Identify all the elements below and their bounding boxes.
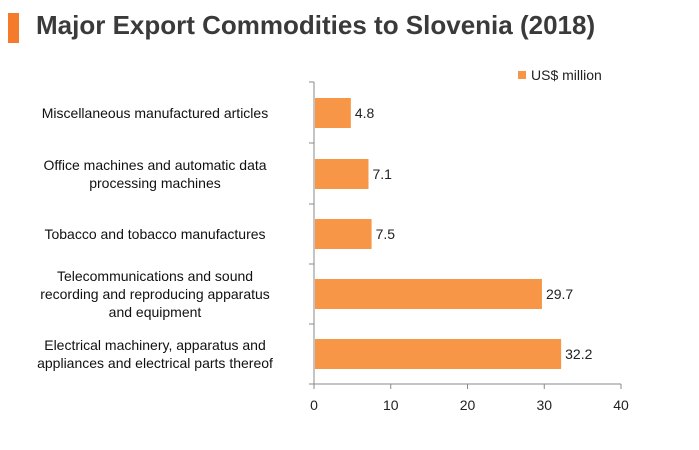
title-accent-bar [8, 13, 19, 43]
value-label: 7.5 [376, 226, 396, 242]
category-label-line: processing machines [89, 175, 221, 191]
category-label: Office machines and automatic data proces… [10, 156, 300, 192]
bar [315, 98, 351, 128]
legend-swatch [518, 71, 526, 79]
value-label: 32.2 [565, 346, 592, 362]
bar [315, 159, 369, 189]
x-tick-label: 20 [460, 397, 476, 413]
legend: US$ million [518, 67, 602, 83]
category-label-line: Tobacco and tobacco manufactures [44, 226, 266, 242]
category-label: Telecommunications and sound recording an… [10, 267, 300, 321]
x-tick-label: 0 [310, 397, 318, 413]
category-label: Miscellaneous manufactured articles [10, 104, 300, 122]
bar [315, 279, 542, 309]
value-label: 29.7 [546, 286, 573, 302]
x-tick-label: 40 [613, 397, 629, 413]
category-label-line: Electrical machinery, apparatus and [44, 337, 266, 353]
category-label-line: and equipment [108, 304, 202, 320]
category-label-line: Office machines and automatic data [43, 157, 267, 173]
x-tick-label: 10 [383, 397, 399, 413]
category-label-line: recording and reproducing apparatus [40, 286, 270, 302]
category-label-line: Miscellaneous manufactured articles [41, 105, 269, 121]
category-label: Tobacco and tobacco manufactures [10, 225, 300, 243]
category-label-line: appliances and electrical parts thereof [37, 355, 273, 371]
bar [315, 219, 372, 249]
x-tick-label: 30 [536, 397, 552, 413]
bar [315, 339, 562, 369]
value-label: 4.8 [355, 105, 375, 121]
legend-label: US$ million [531, 67, 602, 83]
chart-title: Major Export Commodities to Slovenia (20… [36, 10, 596, 40]
value-label: 7.1 [372, 166, 392, 182]
category-label-line: Telecommunications and sound [56, 268, 254, 284]
category-label: Electrical machinery, apparatus and appli… [10, 336, 300, 372]
